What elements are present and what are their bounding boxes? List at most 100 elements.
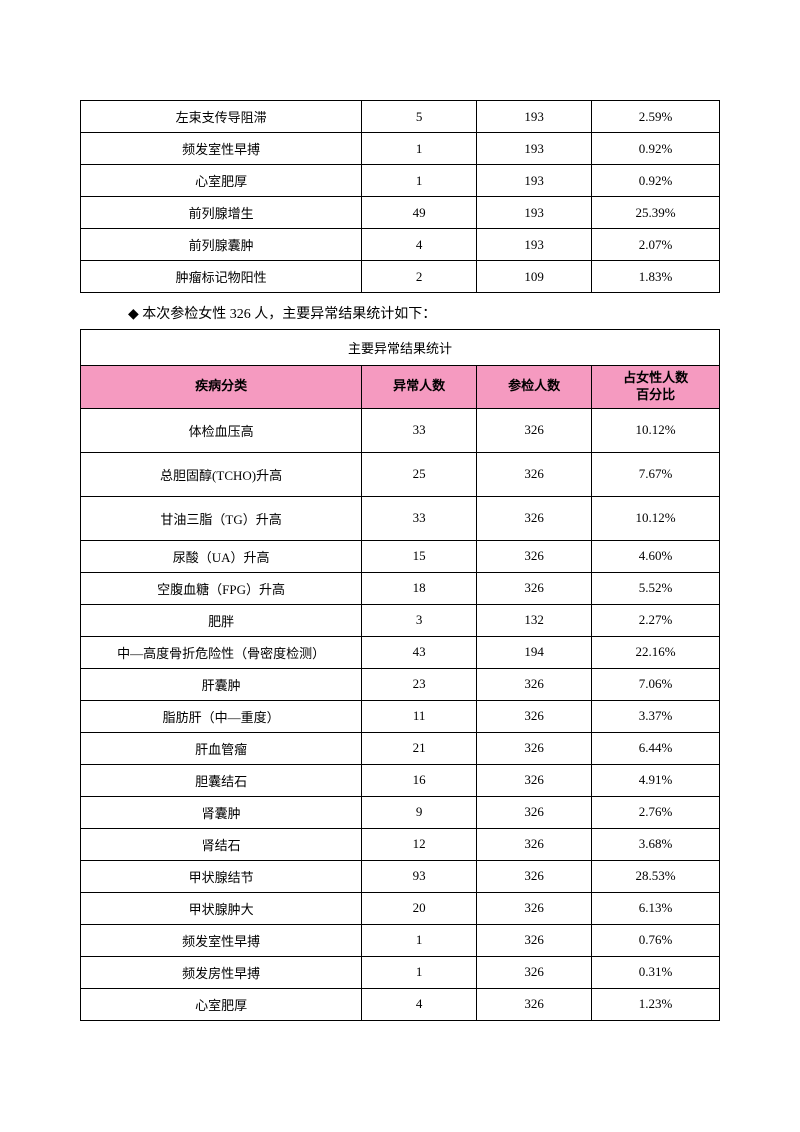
cell-total: 326 [477, 860, 592, 892]
cell-pct: 3.37% [592, 700, 720, 732]
cell-total: 109 [477, 261, 592, 293]
table-row: 中—高度骨折危险性（骨密度检测）4319422.16% [81, 636, 720, 668]
cell-abn: 12 [362, 828, 477, 860]
cell-name: 甘油三脂（TG）升高 [81, 496, 362, 540]
cell-total: 193 [477, 133, 592, 165]
cell-total: 194 [477, 636, 592, 668]
cell-abn: 3 [362, 604, 477, 636]
cell-name: 甲状腺肿大 [81, 892, 362, 924]
table-row: 体检血压高3332610.12% [81, 408, 720, 452]
cell-name: 前列腺增生 [81, 197, 362, 229]
table-row: 尿酸（UA）升高153264.60% [81, 540, 720, 572]
cell-total: 193 [477, 197, 592, 229]
cell-abn: 1 [362, 165, 477, 197]
cell-name: 频发室性早搏 [81, 133, 362, 165]
cell-name: 肿瘤标记物阳性 [81, 261, 362, 293]
cell-name: 前列腺囊肿 [81, 229, 362, 261]
header-total: 参检人数 [477, 366, 592, 409]
cell-name: 心室肥厚 [81, 165, 362, 197]
cell-total: 326 [477, 732, 592, 764]
cell-abn: 33 [362, 496, 477, 540]
table-row: 甘油三脂（TG）升高3332610.12% [81, 496, 720, 540]
cell-total: 326 [477, 892, 592, 924]
table-female-body: 体检血压高3332610.12%总胆固醇(TCHO)升高253267.67%甘油… [81, 408, 720, 1020]
cell-total: 326 [477, 828, 592, 860]
table-row: 肥胖31322.27% [81, 604, 720, 636]
cell-abn: 25 [362, 452, 477, 496]
cell-abn: 2 [362, 261, 477, 293]
cell-pct: 4.91% [592, 764, 720, 796]
cell-total: 132 [477, 604, 592, 636]
cell-pct: 2.07% [592, 229, 720, 261]
cell-name: 肾囊肿 [81, 796, 362, 828]
table-row: 前列腺增生4919325.39% [81, 197, 720, 229]
table-row: 肿瘤标记物阳性21091.83% [81, 261, 720, 293]
table-row: 空腹血糖（FPG）升高183265.52% [81, 572, 720, 604]
cell-name: 胆囊结石 [81, 764, 362, 796]
cell-pct: 0.76% [592, 924, 720, 956]
cell-total: 326 [477, 924, 592, 956]
cell-pct: 10.12% [592, 496, 720, 540]
cell-name: 心室肥厚 [81, 988, 362, 1020]
table-row: 肝血管瘤213266.44% [81, 732, 720, 764]
header-disease: 疾病分类 [81, 366, 362, 409]
cell-abn: 5 [362, 101, 477, 133]
cell-name: 甲状腺结节 [81, 860, 362, 892]
cell-abn: 4 [362, 988, 477, 1020]
cell-pct: 10.12% [592, 408, 720, 452]
cell-abn: 43 [362, 636, 477, 668]
table-row: 频发室性早搏13260.76% [81, 924, 720, 956]
cell-abn: 49 [362, 197, 477, 229]
cell-pct: 0.92% [592, 133, 720, 165]
cell-abn: 21 [362, 732, 477, 764]
table-row: 肾囊肿93262.76% [81, 796, 720, 828]
note-text: 本次参检女性 326 人，主要异常结果统计如下： [142, 307, 436, 322]
cell-abn: 93 [362, 860, 477, 892]
table-row: 频发房性早搏13260.31% [81, 956, 720, 988]
cell-total: 193 [477, 101, 592, 133]
cell-abn: 9 [362, 796, 477, 828]
cell-abn: 11 [362, 700, 477, 732]
cell-total: 193 [477, 165, 592, 197]
cell-pct: 2.59% [592, 101, 720, 133]
table-title: 主要异常结果统计 [81, 330, 720, 366]
cell-total: 326 [477, 452, 592, 496]
cell-total: 326 [477, 408, 592, 452]
cell-pct: 1.83% [592, 261, 720, 293]
table-row: 左束支传导阻滞51932.59% [81, 101, 720, 133]
cell-pct: 25.39% [592, 197, 720, 229]
table-row: 甲状腺肿大203266.13% [81, 892, 720, 924]
cell-total: 326 [477, 764, 592, 796]
table-row: 心室肥厚11930.92% [81, 165, 720, 197]
table-row: 胆囊结石163264.91% [81, 764, 720, 796]
cell-abn: 1 [362, 956, 477, 988]
cell-total: 326 [477, 796, 592, 828]
header-abnormal: 异常人数 [362, 366, 477, 409]
cell-name: 肝囊肿 [81, 668, 362, 700]
table-female-stats: 主要异常结果统计 疾病分类 异常人数 参检人数 占女性人数百分比 体检血压高33… [80, 329, 720, 1021]
table-title-row: 主要异常结果统计 [81, 330, 720, 366]
table-upper: 左束支传导阻滞51932.59%频发室性早搏11930.92%心室肥厚11930… [80, 100, 720, 293]
cell-name: 肝血管瘤 [81, 732, 362, 764]
cell-pct: 3.68% [592, 828, 720, 860]
cell-name: 左束支传导阻滞 [81, 101, 362, 133]
table-row: 前列腺囊肿41932.07% [81, 229, 720, 261]
table-row: 肾结石123263.68% [81, 828, 720, 860]
cell-pct: 6.13% [592, 892, 720, 924]
cell-abn: 1 [362, 924, 477, 956]
cell-total: 326 [477, 988, 592, 1020]
cell-total: 326 [477, 540, 592, 572]
section-note: ◆ 本次参检女性 326 人，主要异常结果统计如下： [128, 303, 720, 323]
cell-name: 尿酸（UA）升高 [81, 540, 362, 572]
table-upper-body: 左束支传导阻滞51932.59%频发室性早搏11930.92%心室肥厚11930… [81, 101, 720, 293]
cell-total: 193 [477, 229, 592, 261]
cell-name: 总胆固醇(TCHO)升高 [81, 452, 362, 496]
table-row: 脂肪肝（中—重度）113263.37% [81, 700, 720, 732]
cell-name: 肾结石 [81, 828, 362, 860]
cell-total: 326 [477, 668, 592, 700]
cell-abn: 20 [362, 892, 477, 924]
cell-abn: 15 [362, 540, 477, 572]
table-row: 肝囊肿233267.06% [81, 668, 720, 700]
cell-name: 肥胖 [81, 604, 362, 636]
table-row: 总胆固醇(TCHO)升高253267.67% [81, 452, 720, 496]
